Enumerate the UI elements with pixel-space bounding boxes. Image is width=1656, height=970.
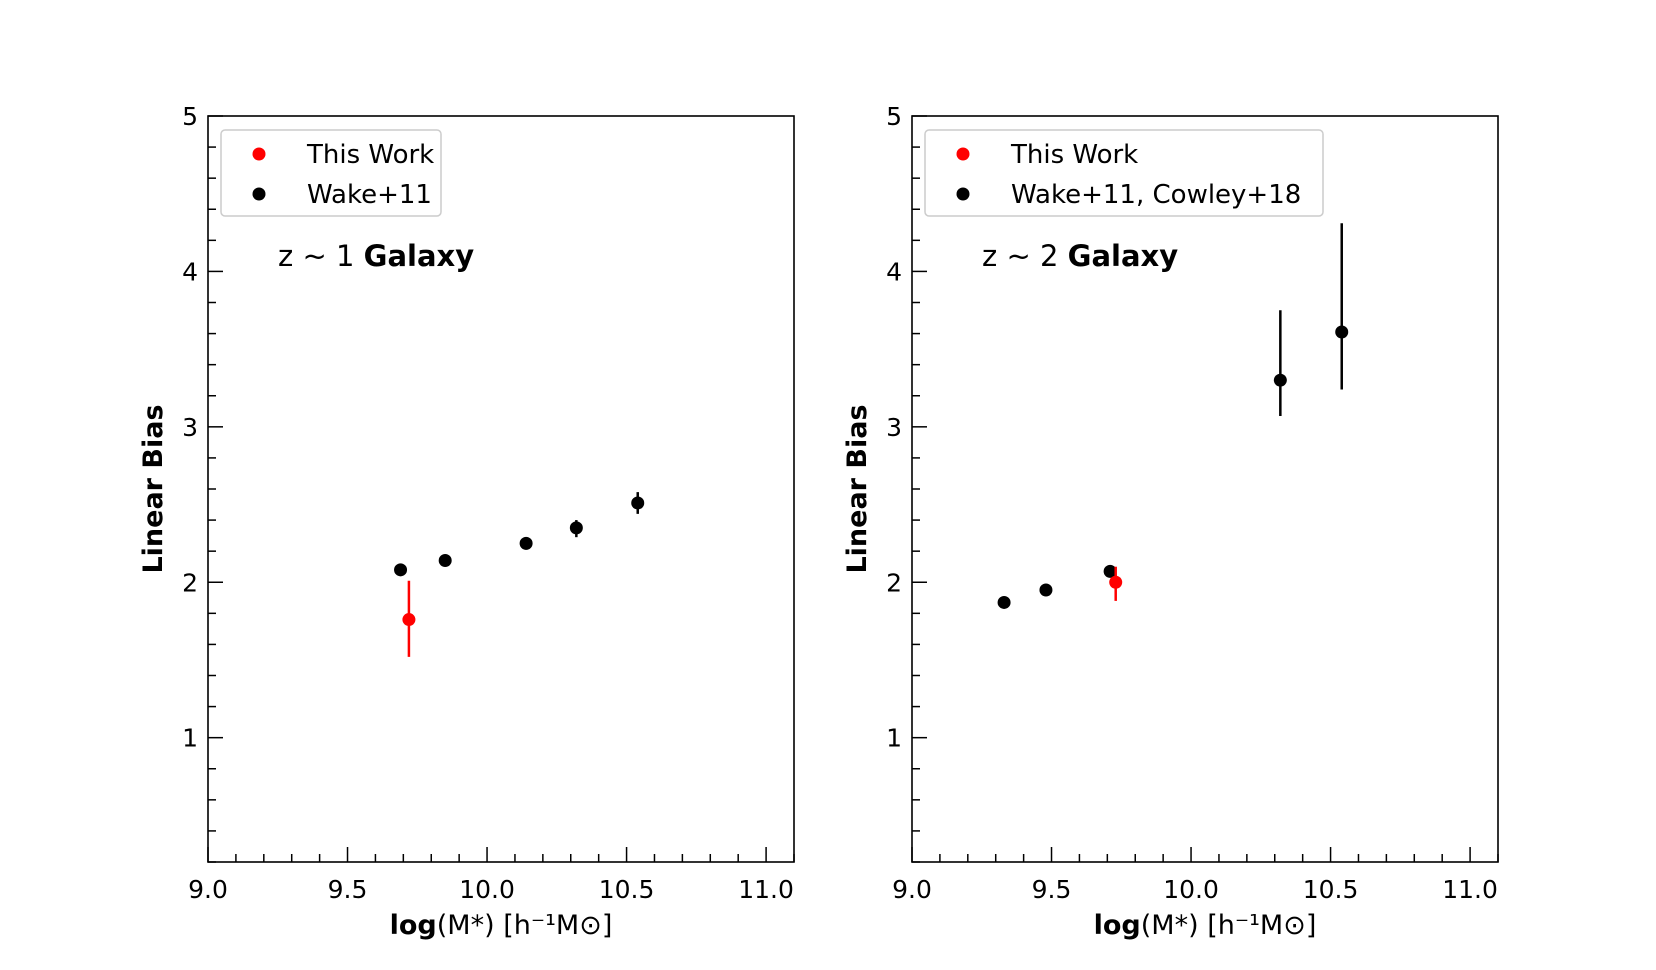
legend-marker [252,147,266,161]
x-tick-label: 10.5 [1303,875,1359,904]
data-point [402,613,416,627]
panel-annotation: z ~ 1 Galaxy [278,239,474,273]
y-tick-label: 5 [182,102,198,131]
legend-entry-label: Wake+11 [307,180,432,210]
legend-box [220,129,442,217]
data-point [1103,564,1117,578]
legend-entry-label: This Work [1010,140,1138,170]
data-point [997,595,1011,609]
legend-entry-label: Wake+11, Cowley+18 [1011,180,1301,210]
legend-marker [956,187,970,201]
legend-entry-label: This Work [306,140,434,170]
x-tick-label: 9.0 [188,875,228,904]
data-point [1335,325,1349,339]
legend-box [924,129,1324,217]
x-tick-label: 9.5 [328,875,368,904]
series-this-work [1109,566,1123,601]
data-point [631,496,645,510]
series-wake-11-cowley-18 [997,223,1349,609]
y-tick-label: 2 [182,568,198,597]
y-axis-label: Linear Bias [138,404,169,573]
y-tick-label: 2 [886,568,902,597]
y-tick-label: 1 [182,724,198,753]
x-axis-label: log(M*) [h⁻¹M⊙] [1094,910,1317,941]
data-point [1109,575,1123,589]
y-tick-label: 3 [182,413,198,442]
y-tick-label: 1 [886,724,902,753]
x-tick-label: 11.0 [1442,875,1498,904]
x-tick-label: 9.5 [1032,875,1072,904]
x-tick-label: 10.5 [599,875,655,904]
x-tick-label: 10.0 [459,875,515,904]
series-wake-11 [394,492,645,577]
panel-annotation: z ~ 2 Galaxy [982,239,1178,273]
panel-right: 9.0 9.5 10.0 10.5 11.0 1 2 3 4 5 Linear Bias log(M*… [842,102,1499,941]
data-point [394,563,408,577]
data-point [519,536,533,550]
data-point [438,553,452,567]
panel-left: 9.0 9.5 10.0 10.5 11.0 1 2 3 4 5 Linear Bias log(M*… [138,102,795,941]
legend: This Work Wake+11 [220,129,442,217]
x-tick-label: 10.0 [1163,875,1219,904]
data-point [1273,373,1287,387]
y-axis-label: Linear Bias [842,404,873,573]
x-axis-label: log(M*) [h⁻¹M⊙] [390,910,613,941]
x-tick-label: 9.0 [892,875,932,904]
x-tick-label: 11.0 [738,875,794,904]
data-point [1039,583,1053,597]
y-tick-label: 4 [182,257,198,286]
legend-marker [956,147,970,161]
series-this-work [402,580,416,657]
y-tick-label: 3 [886,413,902,442]
legend-marker [252,187,266,201]
y-tick-label: 5 [886,102,902,131]
data-point [569,521,583,535]
y-tick-label: 4 [886,257,902,286]
legend: This Work Wake+11, Cowley+18 [924,129,1324,217]
